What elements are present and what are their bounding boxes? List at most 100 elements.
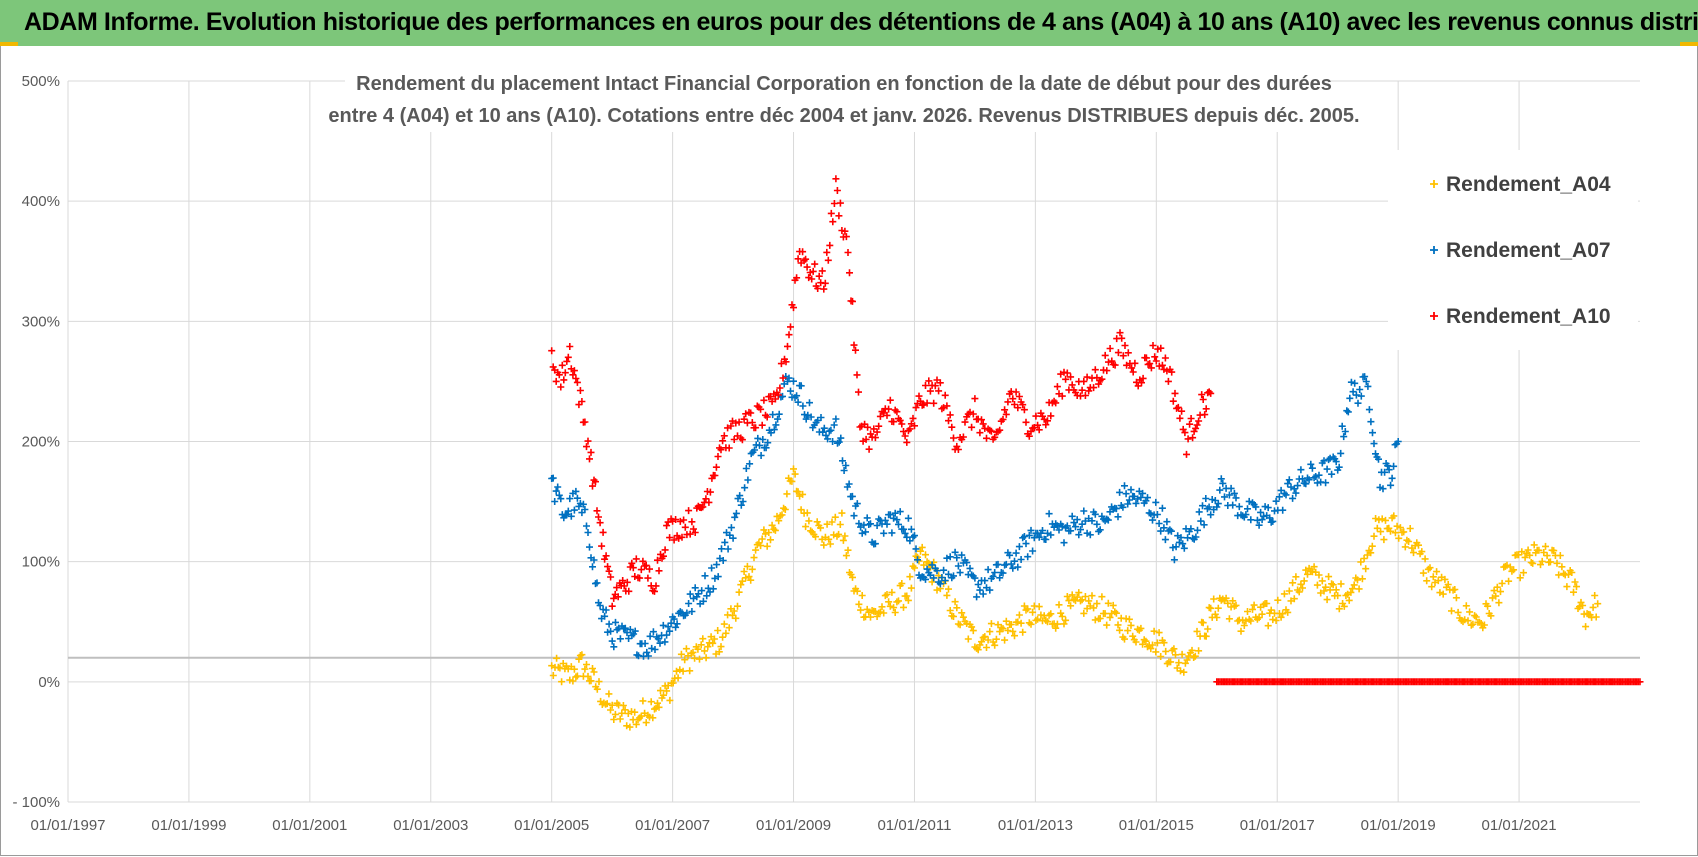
data-point: [1020, 406, 1028, 414]
data-point: [1053, 620, 1061, 628]
data-point: [1147, 645, 1155, 653]
data-point: [983, 434, 990, 442]
data-point: [895, 597, 902, 605]
data-point: [721, 538, 729, 546]
data-point: [1361, 373, 1369, 381]
data-point: [598, 542, 606, 550]
data-point: [1375, 516, 1383, 524]
data-point: [1234, 617, 1242, 625]
data-point: [572, 375, 580, 382]
data-point: [740, 415, 748, 423]
data-point: [713, 561, 721, 569]
data-point: [629, 564, 637, 572]
data-point: [896, 508, 904, 516]
data-point: [1167, 658, 1175, 666]
data-point: [818, 267, 826, 275]
data-point: [1400, 528, 1408, 536]
data-point: [1121, 482, 1128, 490]
data-point: [1381, 468, 1389, 476]
data-point: [1106, 345, 1114, 352]
data-point: [578, 651, 586, 659]
data-point: [850, 512, 858, 520]
banner: ADAM Informe. Evolution historique des p…: [0, 0, 1698, 46]
data-point: [760, 526, 768, 534]
data-point: [762, 444, 770, 452]
data-point: [1166, 526, 1174, 534]
data-point: [1289, 579, 1297, 587]
data-point: [747, 409, 755, 417]
data-point: [1352, 391, 1360, 399]
data-point: [830, 200, 838, 207]
data-point: [732, 614, 740, 622]
data-point: [1191, 652, 1199, 660]
data-point: [1255, 521, 1263, 529]
data-point: [958, 609, 966, 617]
data-point: [1543, 552, 1551, 560]
data-point: [1505, 577, 1513, 585]
data-point: [1518, 548, 1526, 556]
axis-labels: 500% 400% 300% 200% 100% 0% - 100% 01/01/1997 01…: [12, 73, 1556, 834]
data-point: [666, 627, 674, 635]
data-point: [680, 516, 688, 524]
data-point: [996, 574, 1004, 582]
data-point: [1157, 653, 1165, 660]
data-point: [626, 626, 634, 633]
data-point: [674, 674, 682, 682]
data-point: [901, 529, 909, 537]
data-point: [1160, 639, 1168, 647]
data-point: [1264, 622, 1272, 630]
data-point: [651, 587, 658, 595]
data-point: [691, 584, 699, 592]
data-point: [702, 654, 710, 662]
data-point: [933, 567, 941, 575]
x-tick-label: 01/01/1997: [30, 817, 105, 834]
data-point: [1012, 549, 1020, 557]
data-point: [981, 577, 989, 585]
data-point: [1424, 565, 1432, 573]
data-point: [1187, 525, 1195, 533]
data-point: [1429, 573, 1437, 581]
x-tick-label: 01/01/2019: [1361, 817, 1436, 834]
data-point: [1535, 546, 1543, 554]
data-point: [848, 492, 856, 500]
data-point: [1451, 586, 1459, 593]
data-point: [1029, 547, 1037, 555]
data-point: [1104, 599, 1112, 607]
data-point: [971, 395, 979, 403]
data-point: [842, 552, 850, 560]
data-point: [805, 517, 813, 525]
data-point: [1558, 563, 1566, 571]
data-point: [987, 427, 995, 435]
data-point: [1279, 610, 1287, 618]
data-point: [1012, 388, 1020, 396]
data-point: [1419, 569, 1427, 577]
data-point: [1116, 329, 1124, 337]
data-point: [1335, 605, 1343, 613]
data-point: [1351, 379, 1359, 387]
data-point: [931, 382, 939, 390]
data-point: [752, 424, 760, 432]
data-point: [705, 498, 713, 506]
data-point: [779, 392, 786, 400]
data-point: [751, 446, 758, 454]
data-point: [945, 585, 952, 593]
data-point: [922, 382, 929, 389]
data-point: [1237, 627, 1245, 635]
data-point: [1350, 581, 1358, 589]
data-point: [991, 569, 999, 576]
corner-accent-left: [0, 42, 18, 46]
data-point: [915, 392, 923, 400]
data-point: [807, 413, 815, 421]
data-point: [558, 361, 566, 369]
data-point: [898, 580, 906, 587]
data-point: [986, 628, 994, 636]
data-point: [1042, 536, 1050, 543]
data-point: [709, 639, 717, 647]
data-point: [839, 457, 846, 465]
data-point: [1088, 517, 1096, 525]
data-point: [1275, 493, 1283, 501]
data-point: [623, 578, 631, 586]
data-point: [1183, 656, 1191, 664]
data-point: [1290, 595, 1298, 603]
data-point: [613, 626, 621, 634]
